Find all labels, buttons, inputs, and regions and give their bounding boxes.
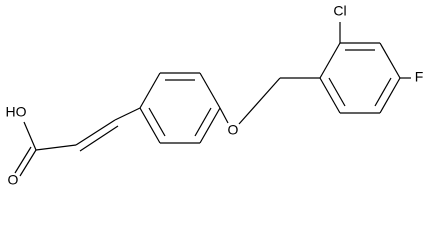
atom-label: O bbox=[8, 172, 19, 188]
atom-label: Cl bbox=[333, 3, 346, 19]
atom-label: HO bbox=[6, 104, 27, 120]
molecule-diagram: HO O O Cl F bbox=[6, 3, 424, 188]
atom-label: F bbox=[415, 69, 424, 85]
atom-label: O bbox=[228, 122, 239, 138]
bonds bbox=[14, 22, 411, 177]
